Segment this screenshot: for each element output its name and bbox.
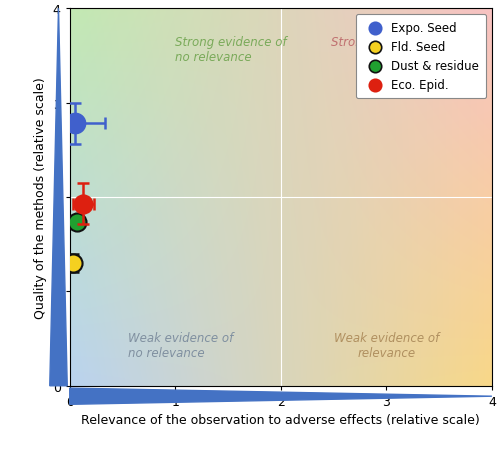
Point [80,200,88,208]
Legend: Expo. Seed, Fld. Seed, Dust & residue, Eco. Epid.: Expo. Seed, Fld. Seed, Dust & residue, E… [356,15,486,99]
Text: Strong evidence of
relevance: Strong evidence of relevance [330,36,442,63]
Text: Weak evidence of
no relevance: Weak evidence of no relevance [128,332,233,360]
Text: Weak evidence of
relevance: Weak evidence of relevance [334,332,439,360]
X-axis label: Relevance of the observation to adverse effects (relative scale): Relevance of the observation to adverse … [82,413,480,426]
Point [69,260,77,267]
Point [71,120,79,128]
Point [73,219,81,227]
Text: Strong evidence of
no relevance: Strong evidence of no relevance [176,36,287,63]
Y-axis label: Quality of the methods (relative scale): Quality of the methods (relative scale) [34,77,47,318]
